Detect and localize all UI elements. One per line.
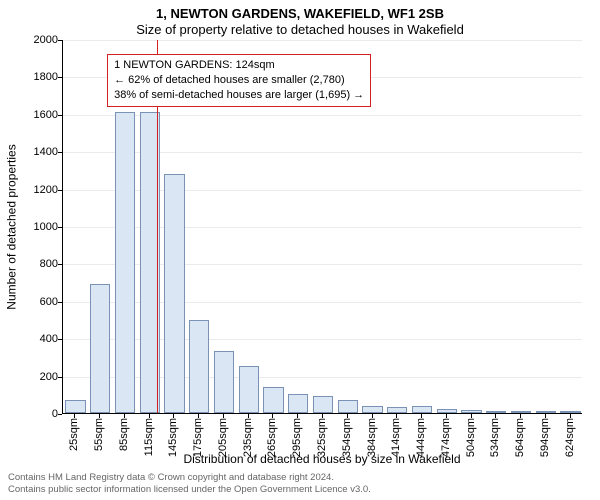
y-tick-mark [58, 377, 62, 378]
footer-line-1: Contains HM Land Registry data © Crown c… [8, 472, 371, 484]
bar [115, 112, 135, 413]
x-tick-label: 115sqm [143, 418, 155, 456]
bar [214, 351, 234, 413]
x-tick-label: 354sqm [341, 418, 353, 457]
x-tick-label: 564sqm [514, 418, 526, 457]
bar [288, 394, 308, 413]
y-tick-label: 800 [18, 258, 58, 270]
y-tick-label: 0 [18, 408, 58, 420]
plot-area: 1 NEWTON GARDENS: 124sqm← 62% of detache… [62, 40, 582, 414]
x-tick-label: 624sqm [564, 418, 576, 457]
y-tick-label: 1800 [18, 71, 58, 83]
bar [486, 411, 506, 413]
bar [560, 411, 580, 413]
bar [239, 366, 259, 413]
y-tick-mark [58, 115, 62, 116]
y-tick-label: 600 [18, 296, 58, 308]
bar [65, 400, 85, 413]
grid-line [63, 40, 582, 41]
y-tick-label: 200 [18, 371, 58, 383]
y-axis-label: Number of detached properties [5, 144, 19, 309]
x-tick-label: 474sqm [440, 418, 452, 457]
y-tick-label: 1400 [18, 146, 58, 158]
y-tick-mark [58, 227, 62, 228]
x-tick-label: 325sqm [316, 418, 328, 457]
bar [313, 396, 333, 413]
title-main: 1, NEWTON GARDENS, WAKEFIELD, WF1 2SB [0, 6, 600, 21]
x-tick-label: 265sqm [266, 418, 278, 457]
x-tick-label: 175sqm [192, 418, 204, 457]
y-tick-label: 1600 [18, 109, 58, 121]
y-tick-mark [58, 152, 62, 153]
x-tick-label: 145sqm [167, 418, 179, 457]
bar [511, 411, 531, 413]
annotation-line1: 1 NEWTON GARDENS: 124sqm [114, 58, 364, 73]
bar [263, 387, 283, 413]
x-tick-label: 594sqm [539, 418, 551, 457]
y-tick-mark [58, 40, 62, 41]
title-sub: Size of property relative to detached ho… [0, 22, 600, 37]
bar [189, 320, 209, 414]
y-tick-label: 1200 [18, 184, 58, 196]
y-tick-label: 1000 [18, 221, 58, 233]
bar [536, 411, 556, 413]
y-tick-label: 400 [18, 333, 58, 345]
x-tick-label: 384sqm [366, 418, 378, 457]
y-tick-mark [58, 264, 62, 265]
bar [412, 406, 432, 413]
y-tick-mark [58, 190, 62, 191]
footer-line-2: Contains public sector information licen… [8, 484, 371, 496]
x-tick-label: 444sqm [415, 418, 427, 457]
footer-attribution: Contains HM Land Registry data © Crown c… [8, 472, 371, 496]
annotation-line2: ← 62% of detached houses are smaller (2,… [114, 73, 364, 88]
y-tick-mark [58, 302, 62, 303]
bar [461, 410, 481, 413]
x-tick-label: 295sqm [291, 418, 303, 457]
y-tick-label: 2000 [18, 34, 58, 46]
x-tick-label: 205sqm [217, 418, 229, 457]
bar [90, 284, 110, 413]
bar [164, 174, 184, 413]
x-tick-label: 25sqm [68, 418, 80, 451]
y-tick-mark [58, 77, 62, 78]
bar [362, 406, 382, 413]
y-tick-mark [58, 339, 62, 340]
bar [387, 407, 407, 413]
annotation-box: 1 NEWTON GARDENS: 124sqm← 62% of detache… [107, 54, 371, 107]
bar [338, 400, 358, 413]
chart-container: 1, NEWTON GARDENS, WAKEFIELD, WF1 2SB Si… [0, 0, 600, 500]
x-tick-label: 85sqm [118, 418, 130, 451]
x-tick-label: 235sqm [242, 418, 254, 457]
x-tick-label: 414sqm [390, 418, 402, 457]
y-tick-mark [58, 414, 62, 415]
x-tick-label: 534sqm [489, 418, 501, 457]
x-tick-label: 55sqm [93, 418, 105, 451]
annotation-line3: 38% of semi-detached houses are larger (… [114, 88, 364, 103]
bar [437, 409, 457, 413]
x-tick-label: 504sqm [465, 418, 477, 457]
